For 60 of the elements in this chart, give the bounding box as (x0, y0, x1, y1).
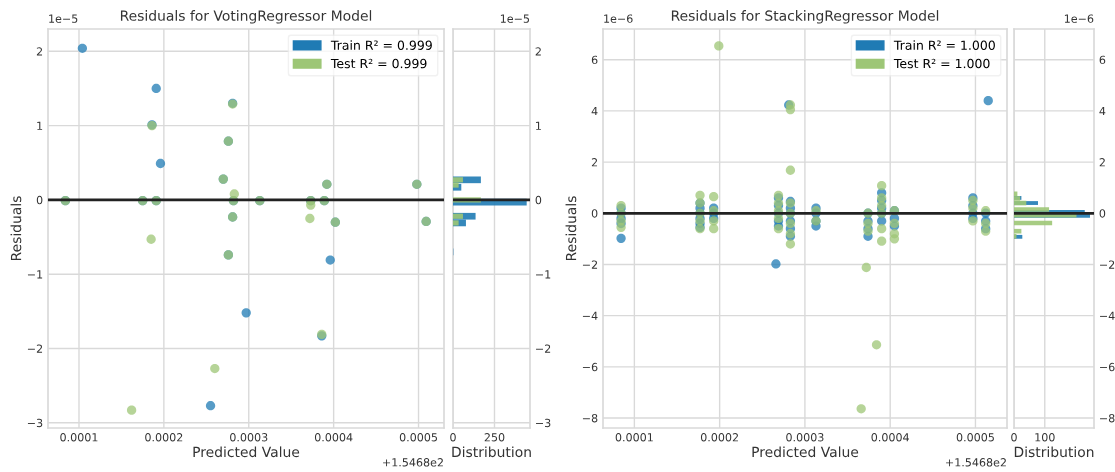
y-tick-label: 6 (1099, 55, 1106, 65)
y-tick-label: −1 (27, 270, 43, 279)
chart-title: Residuals for StackingRegressor Model (671, 10, 939, 24)
x-tick-label: 0.0002 (145, 433, 183, 442)
y-tick-label: −2 (582, 260, 598, 269)
x-tick-label: 0 (450, 433, 456, 442)
legend-label: Test R² = 1.000 (893, 58, 990, 69)
legend-label: Train R² = 0.999 (330, 40, 432, 50)
text: 1e−5 (500, 14, 530, 23)
y-tick-label: −1 (536, 270, 551, 279)
y-tick-label: 4 (1099, 107, 1106, 116)
text: 1e−6 (604, 14, 633, 23)
y-tick-label: 4 (591, 107, 598, 116)
legend-label: Test R² = 0.999 (330, 58, 427, 69)
y-tick-label: −2 (536, 344, 551, 353)
x-axis-title: Distribution (1014, 446, 1094, 458)
x-tick-label: 100 (1035, 433, 1055, 442)
x-axis-title: Predicted Value (752, 446, 859, 458)
text: 1e−6 (1064, 14, 1094, 23)
y-tick-label: 2 (1099, 158, 1105, 167)
y-tick-label: −6 (1100, 362, 1115, 372)
y-axis-title: Residuals (565, 196, 577, 261)
x-axis-title: Predicted Value (193, 446, 300, 458)
y-tick-label: −3 (536, 418, 551, 428)
x-tick-label: 0.0004 (871, 433, 909, 442)
y-tick-label: 1 (536, 121, 541, 130)
y-tick-label: −4 (582, 311, 598, 320)
x-tick-label: 0.0001 (60, 433, 98, 442)
y-tick-label: 2 (535, 47, 541, 56)
y-tick-label: 2 (591, 158, 598, 167)
y-tick-label: 2 (36, 47, 43, 56)
y-tick-label: −3 (27, 418, 43, 428)
y-tick-label: −2 (27, 344, 43, 353)
legend-label: Train R² = 1.000 (893, 40, 995, 50)
y-tick-label: 0 (36, 195, 43, 205)
y-tick-label: −4 (1100, 311, 1115, 320)
text: 1e−5 (49, 14, 78, 23)
y-tick-label: 0 (591, 209, 598, 218)
y-tick-label: −2 (1100, 260, 1115, 269)
x-tick-label: 0 (1011, 433, 1017, 442)
x-axis-title: Distribution (452, 446, 531, 458)
y-tick-label: 1 (37, 121, 43, 130)
x-tick-label: 0.0005 (956, 433, 994, 442)
y-axis-title: Residuals (10, 196, 22, 261)
text: +1.5468e2 (383, 458, 443, 467)
x-tick-label: 0.0003 (786, 433, 824, 442)
chart-title: Residuals for VotingRegressor Model (120, 10, 372, 24)
y-tick-label: 0 (535, 195, 542, 205)
x-tick-label: 0.0004 (314, 433, 353, 442)
x-tick-label: 250 (484, 433, 505, 442)
x-tick-label: 0.0003 (230, 433, 268, 442)
y-tick-label: 0 (1099, 209, 1106, 218)
x-tick-label: 0.0001 (615, 433, 653, 442)
y-tick-label: −6 (582, 362, 598, 372)
x-tick-label: 0.0002 (700, 433, 738, 442)
y-tick-label: −8 (1100, 413, 1115, 423)
x-tick-label: 0.0005 (399, 433, 437, 442)
y-tick-label: −8 (582, 413, 598, 423)
y-tick-label: 6 (591, 55, 598, 65)
text: +1.5468e2 (946, 458, 1006, 467)
